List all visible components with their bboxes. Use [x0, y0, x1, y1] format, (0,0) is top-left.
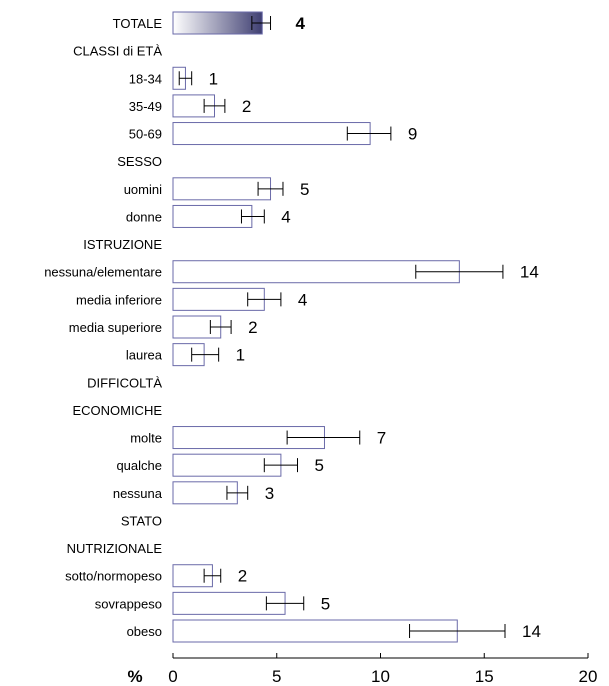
- error-bar-uomini: [257, 181, 284, 196]
- category-label-sotto-normopeso: sotto/normopeso: [65, 569, 162, 584]
- x-axis: 0 5 10 15 20%: [127, 653, 597, 686]
- value-label-50-69: 9: [408, 125, 417, 144]
- value-label-sotto-normopeso: 2: [238, 567, 247, 586]
- category-label-uomini: uomini: [124, 182, 162, 197]
- group-header-sesso: SESSO: [117, 154, 162, 169]
- error-bar-18-34: [178, 71, 193, 86]
- group-header-nutrizionale: NUTRIZIONALE: [67, 541, 163, 556]
- value-label-media-inferiore: 4: [298, 290, 307, 309]
- value-label-obeso: 14: [522, 622, 541, 641]
- error-bar-donne: [240, 209, 265, 224]
- category-label-laurea: laurea: [126, 348, 163, 363]
- error-bar-sovrappeso: [265, 596, 305, 611]
- category-label-18-34: 18-34: [129, 71, 162, 86]
- category-label-media-inferiore: media inferiore: [76, 292, 162, 307]
- value-label-totale: 4: [296, 14, 306, 33]
- error-bar-obeso: [409, 624, 506, 638]
- value-label-nessuna: 3: [265, 484, 274, 503]
- group-header-difficolta: DIFFICOLTÀ: [87, 375, 162, 390]
- bar-50-69: [172, 122, 371, 146]
- error-bar-laurea: [191, 347, 220, 362]
- error-bar-media-inferiore: [247, 292, 282, 307]
- group-header-istruzione: ISTRUZIONE: [83, 237, 162, 252]
- category-label-totale: TOTALE: [113, 16, 163, 31]
- value-label-qualche: 5: [315, 456, 324, 475]
- group-header-classi-di-eta: CLASSI di ETÀ: [73, 44, 162, 59]
- value-label-molte: 7: [377, 429, 386, 448]
- error-bar-media-superiore: [209, 320, 232, 334]
- category-label-donne: donne: [126, 209, 162, 224]
- category-label-qualche: qualche: [116, 458, 162, 473]
- value-label-sovrappeso: 5: [321, 594, 330, 613]
- value-label-media-superiore: 2: [248, 318, 257, 337]
- error-bar-nessuna-elementare: [415, 264, 504, 279]
- value-label-nessuna-elementare: 14: [520, 263, 539, 282]
- category-label-sovrappeso: sovrappeso: [95, 596, 162, 611]
- value-label-laurea: 1: [236, 346, 245, 365]
- value-label-18-34: 1: [209, 69, 218, 88]
- value-label-uomini: 5: [300, 180, 309, 199]
- category-label-obeso: obeso: [127, 624, 162, 639]
- category-label-35-49: 35-49: [129, 99, 162, 114]
- plot-area: TOTALE 4 CLASSI di ETÀ 18-34 1 35-49 2 50-69 9 SE…: [44, 11, 541, 643]
- category-label-molte: molte: [130, 431, 162, 446]
- x-tick-label-15: 15: [475, 667, 494, 686]
- category-label-media-superiore: media superiore: [69, 320, 162, 335]
- error-bar-nessuna: [226, 485, 249, 500]
- group-header-stato: STATO: [121, 513, 162, 528]
- value-label-35-49: 2: [242, 97, 251, 116]
- error-bar-totale: [251, 16, 272, 30]
- value-label-donne: 4: [281, 207, 290, 226]
- group-header-economiche: ECONOMICHE: [72, 403, 162, 418]
- error-bar-35-49: [203, 98, 226, 113]
- x-tick-label-0: 0: [168, 667, 177, 686]
- bar-totale: [172, 11, 263, 35]
- category-label-50-69: 50-69: [129, 127, 162, 142]
- bar-uomini: [172, 177, 272, 201]
- error-bar-qualche: [263, 458, 298, 473]
- category-label-nessuna-elementare: nessuna/elementare: [44, 265, 162, 280]
- x-tick-label-20: 20: [579, 667, 598, 686]
- x-axis-unit-symbol: %: [127, 667, 142, 686]
- category-label-nessuna: nessuna: [113, 486, 163, 501]
- bar-donne: [172, 204, 253, 228]
- error-bar-50-69: [346, 126, 392, 141]
- error-bar-sotto-normopeso: [203, 568, 222, 583]
- x-tick-label-5: 5: [272, 667, 281, 686]
- error-bar-molte: [286, 430, 361, 445]
- x-tick-label-10: 10: [371, 667, 390, 686]
